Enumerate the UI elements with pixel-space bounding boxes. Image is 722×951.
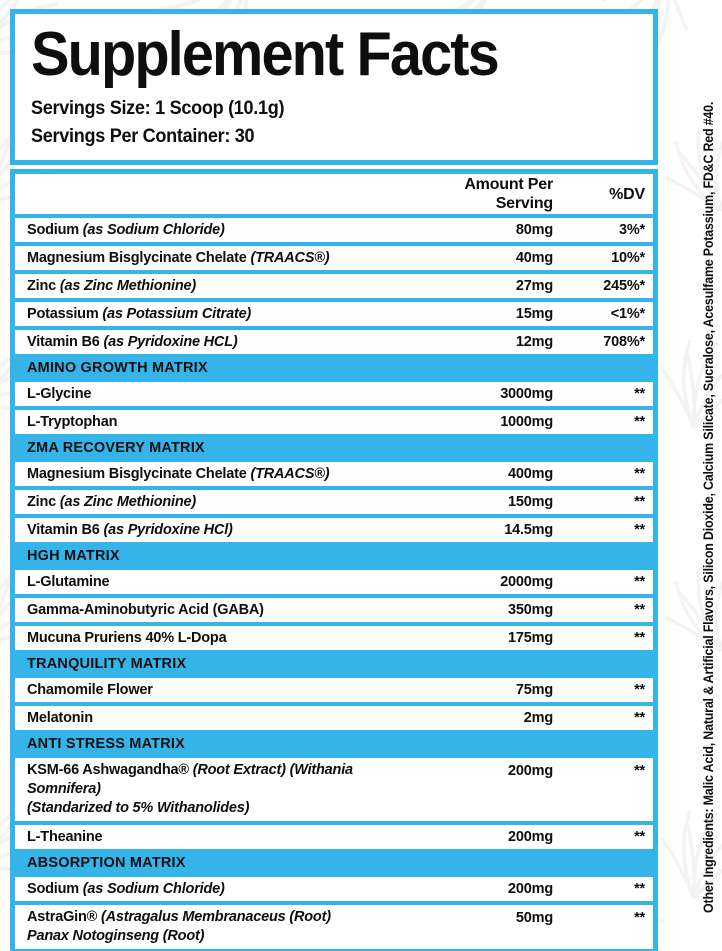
section-header: TRANQUILITY MATRIX xyxy=(15,654,653,675)
ingredient-name: Potassium (as Potassium Citrate) xyxy=(27,305,252,322)
ingredient-dv: ** xyxy=(634,910,645,927)
ingredient-amount: 1000mg xyxy=(500,413,553,430)
section-header: AMINO GROWTH MATRIX xyxy=(15,358,653,379)
supplement-facts-label: Supplement Facts Servings Size: 1 Scoop … xyxy=(10,9,658,951)
ingredient-amount: 75mg xyxy=(515,681,553,698)
table-row: Vitamin B6 (as Pyridoxine HCL) 12mg 708%* xyxy=(15,330,653,355)
table-row: L-Glycine 3000mg ** xyxy=(15,382,653,407)
table-row: Vitamin B6 (as Pyridoxine HCl) 14.5mg ** xyxy=(15,518,653,543)
ingredient-amount: 3000mg xyxy=(500,385,553,402)
ingredient-dv: ** xyxy=(634,880,645,897)
ingredient-name: Vitamin B6 (as Pyridoxine HCl) xyxy=(27,521,233,538)
ingredient-name: Zinc (as Zinc Methionine) xyxy=(27,493,197,510)
ingredient-dv: 708%* xyxy=(603,333,645,350)
ingredient-dv: ** xyxy=(634,828,645,845)
ingredient-name: Magnesium Bisglycinate Chelate (TRAACS®) xyxy=(27,249,330,266)
ingredient-amount: 27mg xyxy=(515,277,553,294)
table-row: Sodium (as Sodium Chloride) 80mg 3%* xyxy=(15,218,653,243)
ingredient-name: Chamomile Flower xyxy=(27,681,153,698)
table-row: Sodium (as Sodium Chloride) 200mg ** xyxy=(15,877,653,902)
ingredient-name: AstraGin® (Astragalus Membranaceus (Root… xyxy=(27,909,331,945)
table-row: Zinc (as Zinc Methionine) 150mg ** xyxy=(15,490,653,515)
ingredient-dv: ** xyxy=(634,601,645,618)
table-row: Chamomile Flower 75mg ** xyxy=(15,678,653,703)
ingredient-amount: 175mg xyxy=(508,629,553,646)
ingredient-dv: ** xyxy=(634,629,645,646)
ingredient-amount: 40mg xyxy=(515,249,553,266)
ingredient-dv: <1%* xyxy=(610,305,645,322)
ingredient-amount: 400mg xyxy=(508,465,553,482)
table-row: KSM-66 Ashwagandha® (Root Extract) (With… xyxy=(15,758,653,822)
table-row: L-Tryptophan 1000mg ** xyxy=(15,410,653,435)
ingredient-amount: 2mg xyxy=(523,709,553,726)
ingredient-name: L-Tryptophan xyxy=(27,413,118,430)
ingredient-name: KSM-66 Ashwagandha® (Root Extract) (With… xyxy=(27,762,353,817)
ingredient-amount: 200mg xyxy=(508,880,553,897)
servings-per-container: Servings Per Container: 30 xyxy=(31,125,255,147)
ingredient-amount: 14.5mg xyxy=(504,521,553,538)
ingredient-amount: 200mg xyxy=(508,828,553,845)
page-title: Supplement Facts xyxy=(31,20,500,89)
ingredient-dv: 10%* xyxy=(611,249,645,266)
servings-info: Servings Size: 1 Scoop (10.1g) Servings … xyxy=(31,95,637,150)
ingredient-dv: ** xyxy=(634,413,645,430)
ingredient-dv: ** xyxy=(634,763,645,780)
section-header: ABSORPTION MATRIX xyxy=(15,853,653,874)
table-column-header: Amount Per Serving %DV xyxy=(15,174,653,215)
facts-table: Amount Per Serving %DV Sodium (as Sodium… xyxy=(10,169,658,951)
ingredient-amount: 12mg xyxy=(515,333,553,350)
ingredient-dv: 245%* xyxy=(603,277,645,294)
table-row: Zinc (as Zinc Methionine) 27mg 245%* xyxy=(15,274,653,299)
ingredient-amount: 80mg xyxy=(515,221,553,238)
ingredient-name: Zinc (as Zinc Methionine) xyxy=(27,277,197,294)
ingredient-amount: 50mg xyxy=(515,910,553,927)
table-row: Magnesium Bisglycinate Chelate (TRAACS®)… xyxy=(15,462,653,487)
ingredient-dv: 3%* xyxy=(619,221,645,238)
ingredient-name: L-Glutamine xyxy=(27,573,110,590)
column-header-dv: %DV xyxy=(609,185,645,203)
palm-watermark-icon xyxy=(646,104,722,220)
ingredient-name: L-Theanine xyxy=(27,828,103,845)
section-header: ZMA RECOVERY MATRIX xyxy=(15,438,653,459)
ingredient-dv: ** xyxy=(634,493,645,510)
table-row: L-Theanine 200mg ** xyxy=(15,825,653,850)
ingredient-dv: ** xyxy=(634,465,645,482)
section-header: ANTI STRESS MATRIX xyxy=(15,734,653,755)
palm-watermark-icon xyxy=(644,784,722,907)
column-header-amount: Amount Per Serving xyxy=(464,176,553,213)
label-header: Supplement Facts Servings Size: 1 Scoop … xyxy=(10,9,658,166)
table-row: L-Glutamine 2000mg ** xyxy=(15,570,653,595)
ingredient-name: Vitamin B6 (as Pyridoxine HCL) xyxy=(27,333,238,350)
other-ingredients-vertical-text: Other Ingredients: Malic Acid, Natural &… xyxy=(701,101,716,913)
ingredient-dv: ** xyxy=(634,573,645,590)
ingredient-amount: 150mg xyxy=(508,493,553,510)
ingredient-amount: 15mg xyxy=(515,305,553,322)
table-row: Melatonin 2mg ** xyxy=(15,706,653,731)
palm-watermark-icon xyxy=(646,544,722,660)
table-rows: Sodium (as Sodium Chloride) 80mg 3%* Magnes… xyxy=(15,218,653,951)
section-header: HGH MATRIX xyxy=(15,546,653,567)
ingredient-name: Gamma-Aminobutyric Acid (GABA) xyxy=(27,601,264,618)
table-row: Mucuna Pruriens 40% L-Dopa 175mg ** xyxy=(15,626,653,651)
ingredient-dv: ** xyxy=(634,709,645,726)
palm-watermark-icon xyxy=(644,314,722,437)
ingredient-name: Melatonin xyxy=(27,709,93,726)
ingredient-name: Sodium (as Sodium Chloride) xyxy=(27,880,225,897)
ingredient-dv: ** xyxy=(634,681,645,698)
ingredient-name: Mucuna Pruriens 40% L-Dopa xyxy=(27,629,227,646)
ingredient-name: Magnesium Bisglycinate Chelate (TRAACS®) xyxy=(27,465,330,482)
table-row: Gamma-Aminobutyric Acid (GABA) 350mg ** xyxy=(15,598,653,623)
ingredient-name: Sodium (as Sodium Chloride) xyxy=(27,221,225,238)
serving-size: Servings Size: 1 Scoop (10.1g) xyxy=(31,98,285,119)
ingredient-name: L-Glycine xyxy=(27,385,92,402)
table-row: AstraGin® (Astragalus Membranaceus (Root… xyxy=(15,905,653,950)
ingredient-amount: 350mg xyxy=(508,601,553,618)
ingredient-amount: 200mg xyxy=(508,763,553,780)
table-row: Magnesium Bisglycinate Chelate (TRAACS®)… xyxy=(15,246,653,271)
ingredient-dv: ** xyxy=(634,385,645,402)
table-row: Potassium (as Potassium Citrate) 15mg <1%* xyxy=(15,302,653,327)
ingredient-amount: 2000mg xyxy=(500,573,553,590)
ingredient-dv: ** xyxy=(634,521,645,538)
